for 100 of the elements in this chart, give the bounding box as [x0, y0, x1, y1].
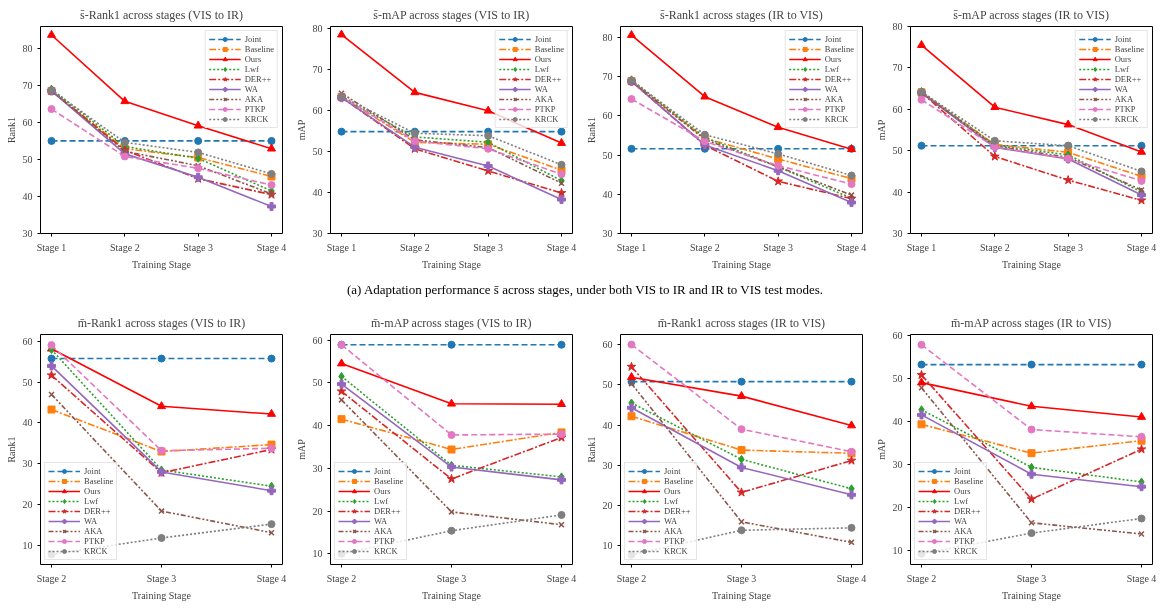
legend-label: DER++	[534, 74, 562, 84]
legend-label: Joint	[664, 466, 682, 476]
legend-label: DER++	[244, 74, 272, 84]
x-tick-label: Stage 2	[906, 572, 937, 584]
legend-label: Lwf	[374, 496, 390, 506]
legend-label: Lwf	[534, 64, 550, 74]
y-axis-title: mAP	[875, 119, 887, 141]
y-tick-label: 10	[892, 544, 903, 556]
legend-label: Ours	[374, 486, 392, 496]
legend-label: AKA	[244, 94, 265, 104]
legend-label: AKA	[824, 94, 845, 104]
y-tick-label: 40	[602, 188, 613, 200]
legend-label: Ours	[954, 486, 972, 496]
x-axis-title: Training Stage	[1002, 258, 1062, 270]
x-tick-label: Stage 3	[1053, 241, 1084, 253]
legend-label: Joint	[1114, 34, 1133, 44]
x-tick-label: Stage 3	[183, 241, 214, 253]
y-tick-label: 50	[602, 379, 613, 391]
legend-label: DER++	[954, 506, 981, 516]
x-tick-label: Stage 2	[399, 241, 430, 253]
y-tick-label: 70	[22, 79, 33, 91]
legend-label: DER++	[664, 506, 691, 516]
x-tick-label: Stage 1	[906, 241, 937, 253]
x-tick-label: Stage 2	[979, 241, 1010, 253]
legend-label: KRCK	[954, 546, 978, 556]
y-tick-label: 30	[602, 228, 613, 239]
legend-label: WA	[244, 84, 259, 94]
legend-label: PTKP	[534, 104, 556, 114]
y-tick-label: 50	[312, 146, 323, 158]
legend-label: WA	[374, 516, 389, 526]
y-tick-label: 30	[892, 228, 903, 239]
x-tick-label: Stage 2	[689, 241, 720, 253]
chart-title: s̄-mAP across stages (IR to VIS)	[953, 7, 1109, 22]
y-tick-label: 30	[312, 462, 323, 474]
chart-title: s̄-mAP across stages (VIS to IR)	[373, 7, 530, 22]
legend-label: Baseline	[1114, 44, 1144, 54]
y-tick-label: 80	[22, 42, 33, 54]
chart-title: m̄-Rank1 across stages (IR to VIS)	[657, 315, 826, 330]
y-tick-label: 30	[22, 228, 33, 239]
legend-label: Joint	[244, 34, 263, 44]
y-tick-label: 60	[892, 103, 903, 115]
legend-label: PTKP	[374, 536, 395, 546]
legend-label: Ours	[1114, 54, 1133, 64]
y-tick-label: 40	[892, 415, 903, 427]
x-tick-label: Stage 3	[146, 572, 177, 584]
y-tick-label: 30	[312, 228, 323, 239]
legend-label: KRCK	[84, 546, 108, 556]
legend-label: PTKP	[824, 104, 846, 114]
x-axis-title: Training Stage	[422, 258, 482, 270]
legend-label: Ours	[84, 486, 102, 496]
y-tick-label: 10	[312, 548, 323, 560]
legend-label: KRCK	[824, 114, 849, 124]
legend-label: PTKP	[1114, 104, 1136, 114]
x-axis-title: Training Stage	[712, 258, 772, 270]
legend-label: Lwf	[664, 496, 680, 506]
y-tick-label: 50	[892, 372, 903, 384]
legend-label: WA	[534, 84, 549, 94]
y-tick-label: 50	[22, 153, 33, 165]
legend-label: WA	[1114, 84, 1129, 94]
y-tick-label: 40	[312, 420, 323, 432]
legend-label: AKA	[84, 526, 104, 536]
x-tick-label: Stage 4	[546, 241, 577, 253]
x-tick-label: Stage 2	[36, 572, 67, 584]
y-axis-title: Rank1	[5, 436, 17, 463]
x-axis-title: Training Stage	[712, 589, 772, 601]
legend-label: Joint	[534, 34, 553, 44]
legend-label: WA	[664, 516, 679, 526]
y-tick-label: 40	[892, 186, 903, 198]
legend-label: Ours	[664, 486, 682, 496]
y-tick-label: 70	[892, 62, 903, 74]
x-axis-title: Training Stage	[132, 258, 192, 270]
chart-title: s̄-Rank1 across stages (IR to VIS)	[660, 7, 823, 22]
y-axis-title: Rank1	[585, 116, 597, 144]
y-tick-label: 70	[602, 71, 613, 83]
x-tick-label: Stage 4	[836, 241, 867, 253]
x-tick-label: Stage 2	[616, 572, 647, 584]
y-tick-label: 30	[22, 458, 33, 470]
x-axis-title: Training Stage	[132, 589, 192, 601]
legend-label: DER++	[1114, 74, 1142, 84]
y-tick-label: 60	[22, 116, 33, 128]
legend-label: DER++	[374, 506, 401, 516]
legend-label: Baseline	[664, 476, 694, 486]
y-tick-label: 80	[602, 31, 613, 43]
y-tick-label: 10	[602, 540, 613, 552]
legend-label: KRCK	[534, 114, 559, 124]
y-tick-label: 80	[312, 23, 323, 35]
legend-label: AKA	[1114, 94, 1135, 104]
legend-label: Baseline	[954, 476, 984, 486]
y-tick-label: 40	[312, 187, 323, 199]
x-tick-label: Stage 1	[36, 241, 67, 253]
legend-label: WA	[84, 516, 99, 526]
y-tick-label: 30	[602, 459, 613, 471]
legend-label: Baseline	[824, 44, 854, 54]
y-tick-label: 60	[312, 105, 323, 117]
legend-label: Ours	[824, 54, 843, 64]
y-tick-label: 40	[602, 419, 613, 431]
y-axis-title: mAP	[295, 119, 307, 141]
chart-title: s̄-Rank1 across stages (VIS to IR)	[80, 7, 243, 22]
legend-label: PTKP	[84, 536, 105, 546]
x-tick-label: Stage 4	[546, 572, 577, 584]
